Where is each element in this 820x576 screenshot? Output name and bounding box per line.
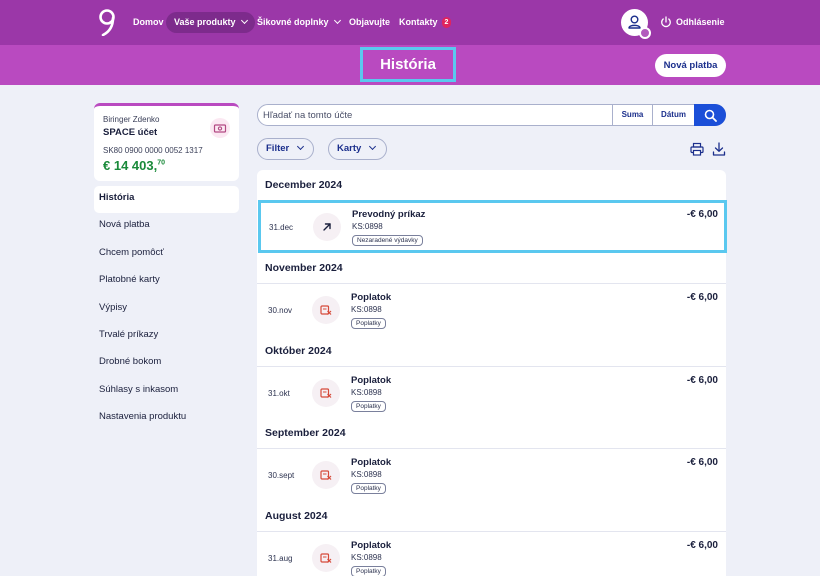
transaction-category-tag: Poplatky (351, 318, 386, 329)
transaction-category-tag: Poplatky (351, 566, 386, 576)
account-balance: € 14 403,70 (103, 158, 230, 173)
transaction-amount: -€ 6,00 (686, 457, 718, 468)
month-heading: November 2024 (265, 262, 343, 274)
nav-addons[interactable]: Šikovné doplnky (257, 12, 341, 33)
transaction-category-tag: Poplatky (351, 483, 386, 494)
fee-receipt-icon (312, 544, 340, 572)
side-item-standing-orders[interactable]: Trvalé príkazy (99, 328, 159, 340)
filter-dropdown[interactable]: Filter (257, 138, 314, 160)
user-avatar-button[interactable] (621, 9, 651, 39)
side-menu: História Nová platba Chcem pomôcť Platob… (94, 186, 239, 433)
logout-label: Odhlásenie (676, 17, 725, 27)
search-bar: Suma Dátum (257, 104, 726, 126)
page-title: História (360, 47, 456, 82)
search-by-amount-button[interactable]: Suma (612, 105, 652, 125)
nav-addons-label: Šikovné doplnky (257, 17, 329, 27)
transaction-category-tag: Poplatky (351, 401, 386, 412)
transaction-symbol: KS:0898 (351, 553, 382, 562)
filter-label: Filter (266, 143, 290, 154)
fee-receipt-icon (312, 461, 340, 489)
transaction-date: 31.okt (268, 389, 290, 398)
transaction-date: 31.dec (269, 223, 294, 232)
month-heading: December 2024 (265, 179, 343, 191)
transaction-row[interactable]: 31.aug Poplatok KS:0898 Poplatky -€ 6,00 (257, 531, 726, 576)
side-item-product-settings[interactable]: Nastavenia produktu (99, 411, 187, 423)
transaction-title: Poplatok (351, 540, 392, 551)
account-card[interactable]: Biringer Zdenko SPACE účet SK80 0900 000… (94, 103, 239, 181)
transactions-list: December 2024 31.dec Prevodný príkaz KS:… (257, 170, 727, 576)
transaction-symbol: KS:0898 (352, 222, 383, 231)
transaction-symbol: KS:0898 (351, 470, 382, 479)
account-holder: Biringer Zdenko (103, 115, 160, 124)
side-item-history[interactable]: História (94, 186, 239, 214)
page-header: História Nová platba (0, 45, 820, 85)
balance-cents: 70 (157, 159, 166, 167)
balance-main: € 14 403, (103, 158, 158, 173)
side-item-direct-debits[interactable]: Súhlasy s inkasom (99, 383, 179, 395)
banknote-icon (210, 118, 230, 138)
nav-discover[interactable]: Objavujte (349, 17, 391, 27)
nav-home[interactable]: Domov (133, 17, 164, 27)
side-item-cards[interactable]: Platobné karty (99, 274, 160, 286)
transaction-date: 30.nov (268, 306, 293, 315)
cards-dropdown[interactable]: Karty (328, 138, 387, 160)
fee-receipt-icon (312, 379, 340, 407)
top-navigation: Domov Vaše produkty Šikovné doplnky Obja… (0, 0, 820, 45)
account-iban: SK80 0900 0000 0052 1317 (103, 146, 203, 155)
power-icon (661, 16, 671, 28)
side-item-savings[interactable]: Drobné bokom (99, 356, 162, 368)
search-input[interactable] (263, 108, 603, 123)
account-product-name: SPACE účet (103, 127, 158, 138)
nav-products[interactable]: Vaše produkty (166, 12, 255, 33)
fee-receipt-icon (312, 296, 340, 324)
transaction-date: 30.sept (268, 471, 295, 480)
transaction-row[interactable]: 30.nov Poplatok KS:0898 Poplatky -€ 6,00 (257, 283, 726, 335)
nav-contacts-label: Kontakty (399, 17, 438, 27)
transaction-row[interactable]: 31.dec Prevodný príkaz KS:0898 Nezaraden… (258, 200, 727, 253)
transaction-amount: -€ 6,00 (686, 540, 718, 551)
month-heading: September 2024 (265, 427, 346, 439)
search-by-date-button[interactable]: Dátum (652, 105, 694, 125)
chevron-down-icon (369, 142, 377, 151)
transaction-amount: -€ 6,00 (686, 375, 718, 386)
transaction-title: Poplatok (351, 375, 392, 386)
transaction-row[interactable]: 31.okt Poplatok KS:0898 Poplatky -€ 6,00 (257, 366, 726, 418)
side-item-help[interactable]: Chcem pomôcť (99, 246, 164, 258)
month-heading: August 2024 (265, 510, 328, 522)
transaction-row[interactable]: 30.sept Poplatok KS:0898 Poplatky -€ 6,0… (257, 448, 726, 500)
transfer-arrow-icon (313, 213, 341, 241)
chevron-down-icon (240, 16, 248, 25)
avatar-status-dot (639, 27, 651, 39)
nav-contacts[interactable]: Kontakty 2 (399, 12, 452, 33)
cards-label: Karty (337, 143, 362, 154)
chevron-down-icon (333, 16, 341, 25)
transaction-date: 31.aug (268, 554, 293, 563)
chevron-down-icon (297, 142, 305, 151)
nav-products-label: Vaše produkty (174, 17, 236, 27)
transaction-amount: -€ 6,00 (686, 209, 718, 220)
month-heading: Október 2024 (265, 345, 332, 357)
search-icon (704, 109, 717, 122)
logout-button[interactable]: Odhlásenie (660, 12, 725, 33)
transaction-symbol: KS:0898 (351, 388, 382, 397)
transaction-title: Prevodný príkaz (352, 209, 426, 220)
transaction-title: Poplatok (351, 457, 392, 468)
search-button[interactable] (694, 104, 726, 126)
side-item-statements[interactable]: Výpisy (99, 301, 127, 313)
download-icon[interactable] (712, 142, 726, 156)
transaction-category-tag: Nezaradené výdavky (352, 235, 423, 246)
new-payment-button[interactable]: Nová platba (655, 54, 726, 77)
transaction-amount: -€ 6,00 (686, 292, 718, 303)
print-icon[interactable] (690, 142, 704, 156)
transaction-title: Poplatok (351, 292, 392, 303)
transaction-symbol: KS:0898 (351, 305, 382, 314)
side-item-new-payment[interactable]: Nová platba (99, 219, 150, 231)
contacts-count-badge: 2 (441, 17, 452, 28)
logo-icon[interactable] (98, 9, 116, 36)
